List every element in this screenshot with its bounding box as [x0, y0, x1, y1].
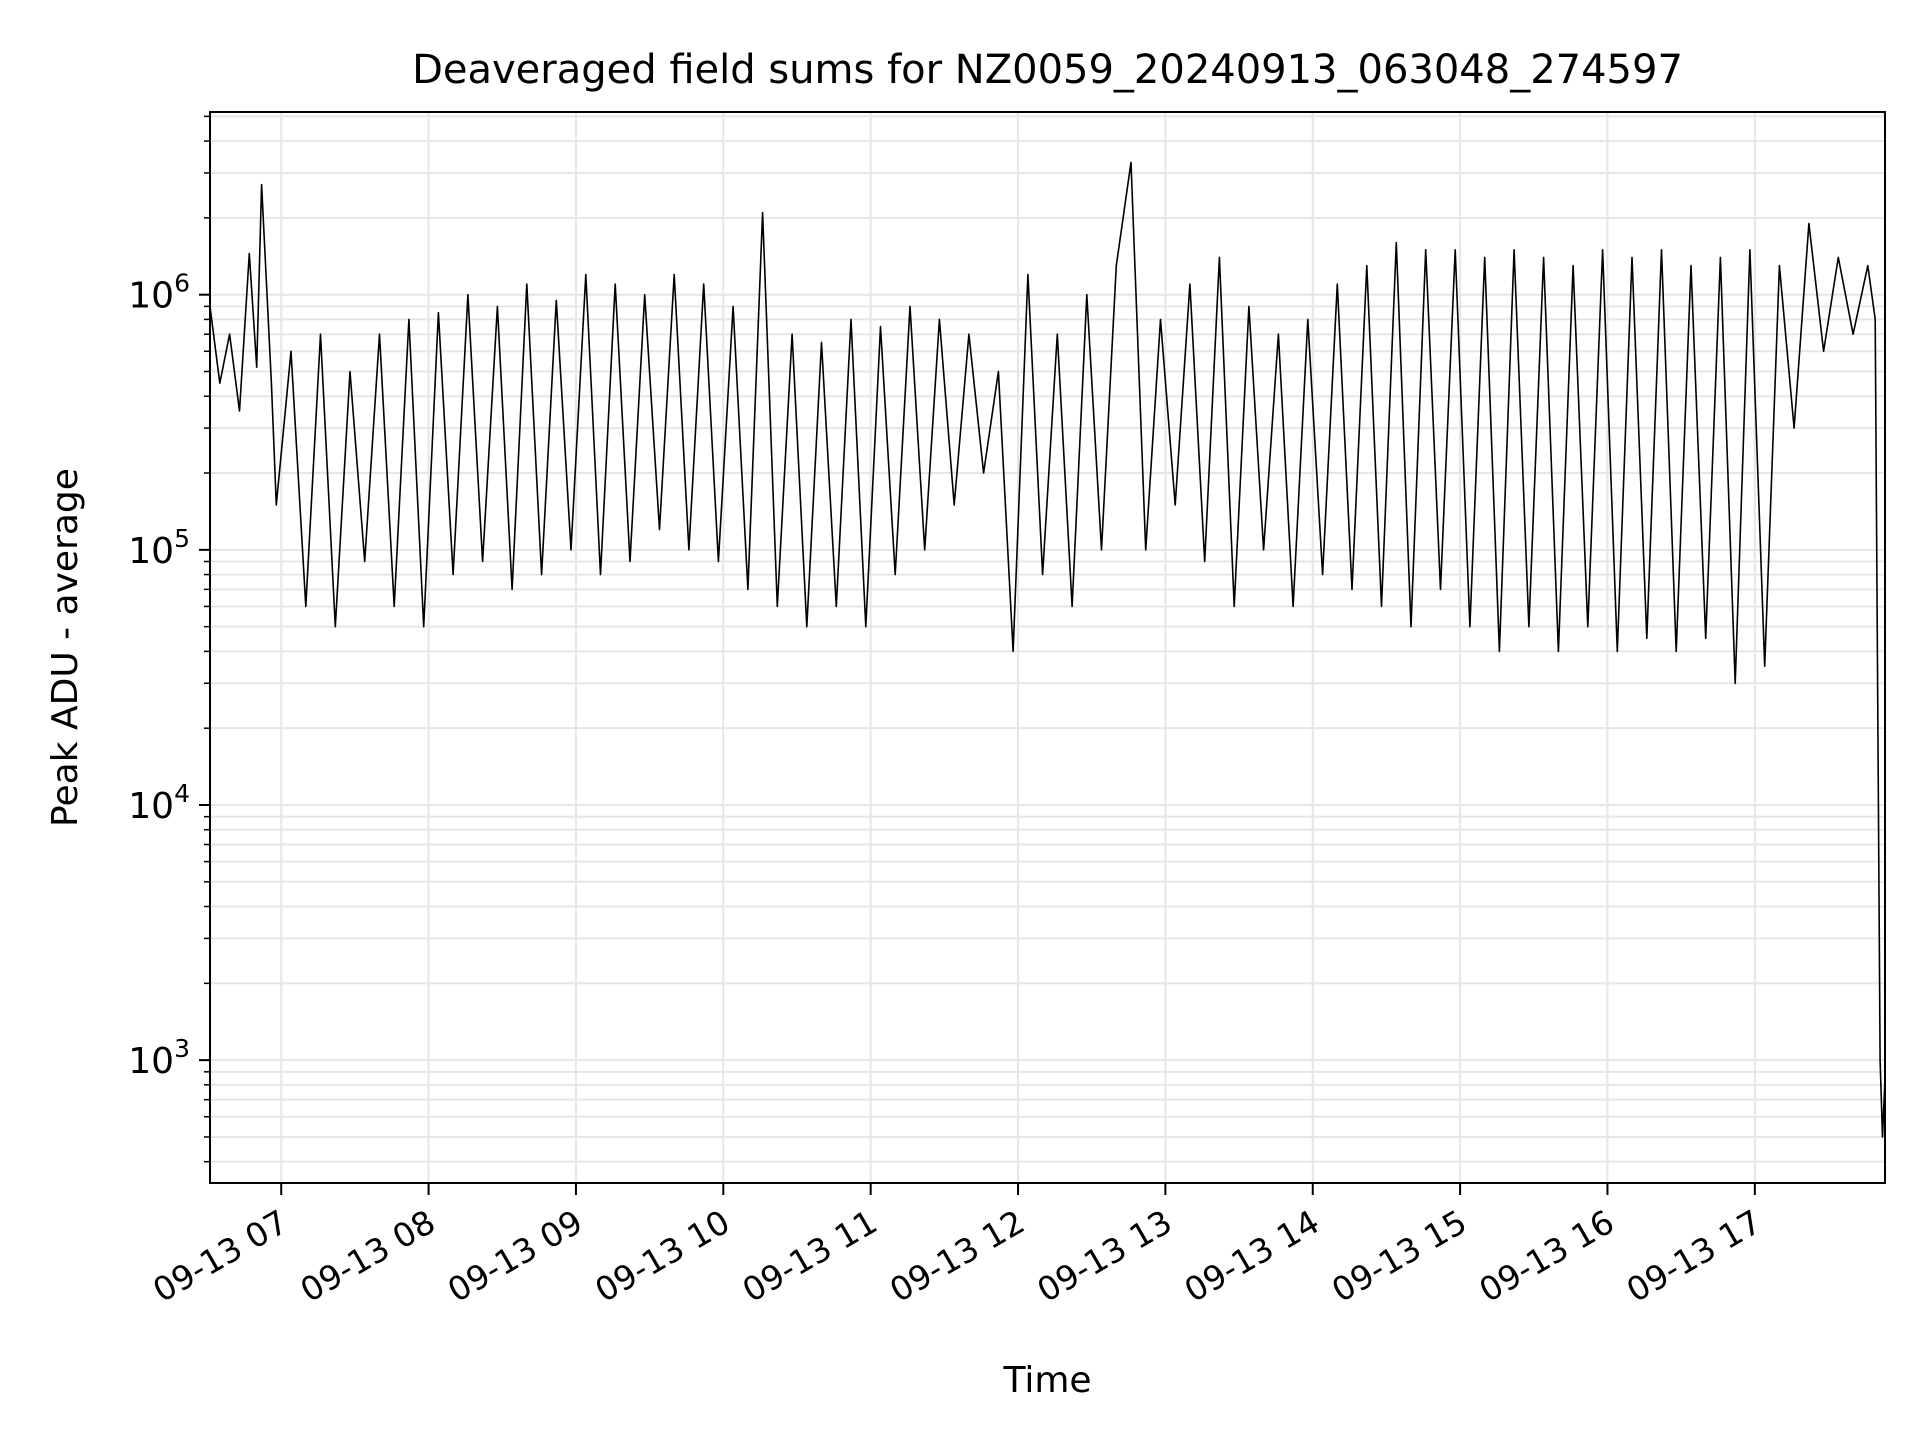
y-tick-exponent: 6: [174, 269, 190, 298]
series-line: [209, 161, 1886, 1138]
y-tick-exponent: 3: [174, 1034, 190, 1063]
x-tick-label: 09-13 07: [146, 1202, 294, 1310]
x-tick-label: 09-13 17: [1620, 1202, 1768, 1310]
plot-frame: [209, 111, 1886, 1184]
y-tick-label: 105: [128, 524, 190, 572]
series-layer: [209, 161, 1886, 1138]
x-tick-label: 09-13 15: [1325, 1202, 1473, 1310]
y-tick-exponent: 4: [174, 779, 190, 808]
x-axis-label: Time: [1002, 1360, 1091, 1401]
x-tick-label: 09-13 13: [1030, 1202, 1178, 1310]
x-tick-label: 09-13 16: [1473, 1202, 1621, 1310]
x-tick-label: 09-13 08: [294, 1202, 442, 1310]
grid: [210, 112, 1885, 1183]
x-axis: 09-13 07 09-13 08 09-13 09 09-13 10 09-13 11…: [146, 1183, 1768, 1310]
y-tick-exponent: 5: [174, 524, 190, 553]
y-tick-label: 106: [128, 269, 190, 317]
x-tick-label: 09-13 11: [736, 1202, 884, 1310]
y-tick-label: 104: [128, 779, 190, 827]
x-tick-label: 09-13 09: [441, 1202, 589, 1310]
chart-title: Deaveraged field sums for NZ0059_2024091…: [412, 47, 1683, 93]
x-tick-label: 09-13 12: [883, 1202, 1031, 1310]
y-tick-label: 103: [128, 1034, 190, 1082]
y-axis-label: Peak ADU - average: [45, 468, 86, 827]
y-axis: 103 104 105 106: [128, 115, 210, 1163]
x-tick-label: 09-13 14: [1178, 1202, 1326, 1310]
x-tick-label: 09-13 10: [588, 1202, 736, 1310]
